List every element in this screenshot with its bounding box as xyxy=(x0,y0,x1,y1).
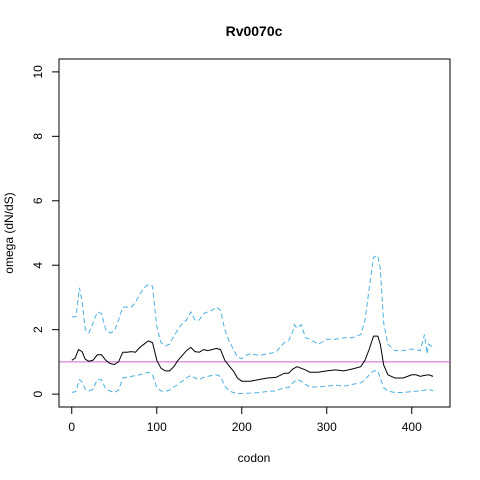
series-layer xyxy=(71,254,434,394)
y-tick-label-0: 0 xyxy=(31,390,45,397)
x-axis: 0 100 200 300 400 xyxy=(68,406,422,434)
y-tick-label-8: 8 xyxy=(31,133,45,140)
series-line-2 xyxy=(71,370,434,394)
series-line-1 xyxy=(71,254,434,360)
chart-title: Rv0070c xyxy=(226,23,283,39)
y-tick-label-4: 4 xyxy=(31,262,45,269)
x-tick-label-0: 0 xyxy=(68,420,75,434)
y-tick-label-2: 2 xyxy=(31,326,45,333)
x-tick-label-200: 200 xyxy=(232,420,252,434)
x-tick-label-100: 100 xyxy=(147,420,167,434)
series-line-0 xyxy=(71,335,434,382)
y-tick-label-10: 10 xyxy=(31,65,45,79)
x-tick-label-400: 400 xyxy=(402,420,422,434)
y-axis: 0 2 4 6 8 10 xyxy=(31,65,60,397)
y-tick-label-6: 6 xyxy=(31,197,45,204)
x-tick-label-300: 300 xyxy=(317,420,337,434)
x-axis-label: codon xyxy=(238,451,271,465)
y-axis-label: omega (dN/dS) xyxy=(2,192,16,273)
